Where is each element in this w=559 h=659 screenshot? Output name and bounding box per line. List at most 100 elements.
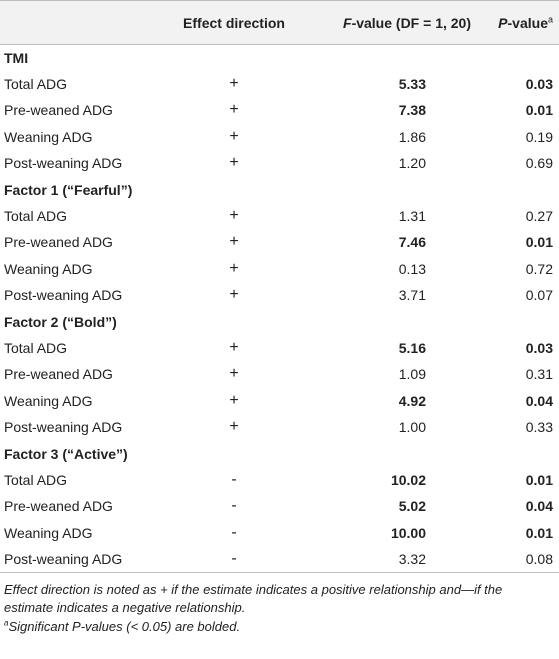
table-row: Total ADG +5.33 0.03 (0, 71, 559, 97)
f-value-cell: 4.92 (398, 392, 426, 409)
p-value-cell: 0.01 (525, 471, 553, 488)
p-value-cell: 0.27 (525, 208, 553, 225)
table-row: Total ADG +1.31 0.27 (0, 203, 559, 229)
effect-direction-cell: + (229, 127, 239, 145)
header-p-footnote-mark: a (547, 13, 553, 24)
f-value-cell: 3.71 (398, 287, 426, 304)
table-row: Post-weaning ADG +1.20 0.69 (0, 150, 559, 176)
table-row: Post-weaning ADG +1.00 0.33 (0, 414, 559, 440)
f-value-cell: 1.31 (398, 208, 426, 225)
table-row: Pre-weaned ADG +1.09 0.31 (0, 361, 559, 387)
header-f-rest: -value (DF = 1, 20) (351, 14, 471, 31)
p-value-cell: 0.72 (525, 260, 553, 277)
table-row: Pre-weaned ADG +7.38 0.01 (0, 97, 559, 123)
row-label: Post-weaning ADG (4, 287, 123, 304)
row-label: Pre-weaned ADG (4, 102, 113, 119)
row-label: Pre-weaned ADG (4, 234, 113, 251)
section-row: Factor 2 (“Bold”) (0, 308, 559, 334)
f-value-cell: 5.33 (398, 76, 426, 93)
row-label: Weaning ADG (4, 128, 93, 145)
table-row: Weaning ADG +1.86 0.19 (0, 124, 559, 150)
p-value-cell: 0.04 (525, 392, 553, 409)
header-row: Effect direction F-value (DF = 1, 20) P-… (0, 0, 559, 45)
effect-direction-cell: - (231, 523, 237, 541)
row-label: Total ADG (4, 76, 68, 93)
footnote-effect-direction: Effect direction is noted as + if the es… (4, 581, 503, 616)
effect-direction-cell: + (229, 365, 239, 383)
f-value-cell: 5.16 (398, 339, 426, 356)
p-value-cell: 0.33 (525, 419, 553, 436)
p-value-cell: 0.03 (525, 76, 553, 93)
row-label: Weaning ADG (4, 524, 93, 541)
row-label: Total ADG (4, 208, 68, 225)
table-footnotes: Effect direction is noted as + if the es… (0, 573, 559, 637)
effect-direction-cell: + (229, 154, 239, 172)
row-label: Total ADG (4, 339, 68, 356)
section-title: TMI (4, 49, 29, 66)
f-value-cell: 10.02 (390, 471, 426, 488)
f-value-cell: 1.00 (398, 419, 426, 436)
p-value-cell: 0.04 (525, 498, 553, 515)
table-header: Effect direction F-value (DF = 1, 20) P-… (0, 0, 559, 45)
f-value-cell: 7.38 (398, 102, 426, 119)
header-blank (0, 0, 165, 45)
row-label: Post-weaning ADG (4, 419, 123, 436)
row-label: Total ADG (4, 471, 68, 488)
table-row: Pre-weaned ADG - 5.02 0.04 (0, 493, 559, 519)
effect-direction-cell: + (229, 259, 239, 277)
p-value-cell: 0.03 (525, 339, 553, 356)
section-row: Factor 1 (“Fearful”) (0, 176, 559, 202)
row-label: Post-weaning ADG (4, 155, 123, 172)
p-value-cell: 0.01 (525, 524, 553, 541)
effect-direction-cell: + (229, 286, 239, 304)
effect-direction-cell: + (229, 391, 239, 409)
effect-direction-cell: + (229, 75, 239, 93)
row-label: Pre-weaned ADG (4, 498, 113, 515)
effect-direction-cell: - (165, 545, 303, 573)
f-value-cell: 1.09 (398, 366, 426, 383)
footnote-significance: aSignificant P-values (< 0.05) are bolde… (4, 618, 553, 637)
p-value-cell: 0.01 (525, 102, 553, 119)
effect-direction-cell: + (229, 233, 239, 251)
f-value-cell: 3.32 (303, 545, 471, 573)
p-value-cell: 0.19 (525, 128, 553, 145)
p-value-cell: 0.31 (525, 366, 553, 383)
f-value-cell: 10.00 (390, 524, 426, 541)
row-label: Post-weaning ADG (0, 545, 165, 573)
header-p-value: P-valuea (471, 0, 559, 45)
header-f-italic: F (343, 14, 352, 31)
section-row: TMI (0, 45, 559, 71)
effect-direction-cell: + (229, 101, 239, 119)
table-row: Weaning ADG +0.13 0.72 (0, 256, 559, 282)
f-value-cell: 1.86 (398, 128, 426, 145)
results-table: Effect direction F-value (DF = 1, 20) P-… (0, 0, 559, 573)
effect-direction-cell: - (231, 497, 237, 515)
effect-direction-cell: + (229, 338, 239, 356)
section-title: Factor 2 (“Bold”) (4, 313, 117, 330)
table-row: Post-weaning ADG +3.71 0.07 (0, 282, 559, 308)
section-title: Factor 1 (“Fearful”) (4, 181, 133, 198)
section-row: Factor 3 (“Active”) (0, 440, 559, 466)
table-row: Total ADG - 10.02 0.01 (0, 467, 559, 493)
row-label: Pre-weaned ADG (4, 366, 113, 383)
table-row: Weaning ADG +4.92 0.04 (0, 388, 559, 414)
table-body: TMI Total ADG +5.33 0.03 Pre-weaned ADG +7.38… (0, 45, 559, 573)
row-label: Weaning ADG (4, 260, 93, 277)
effect-direction-cell: + (229, 418, 239, 436)
effect-direction-cell: + (229, 207, 239, 225)
table-row: Pre-weaned ADG +7.46 0.01 (0, 229, 559, 255)
f-value-cell: 5.02 (398, 498, 426, 515)
f-value-cell: 1.20 (398, 155, 426, 172)
results-table-container: Effect direction F-value (DF = 1, 20) P-… (0, 0, 559, 637)
p-value-cell: 0.69 (525, 155, 553, 172)
p-value-cell: 0.08 (471, 545, 559, 573)
section-title: Factor 3 (“Active”) (4, 445, 128, 462)
header-p-rest: -value (507, 14, 548, 31)
f-value-cell: 7.46 (398, 234, 426, 251)
p-value-cell: 0.07 (525, 287, 553, 304)
row-label: Weaning ADG (4, 392, 93, 409)
footnote-significance-text: Significant P-values (< 0.05) are bolded… (8, 618, 241, 634)
table-row: Total ADG +5.16 0.03 (0, 335, 559, 361)
table-row: Post-weaning ADG -3.32 0.08 (0, 545, 559, 573)
header-p-italic: P (498, 14, 508, 31)
